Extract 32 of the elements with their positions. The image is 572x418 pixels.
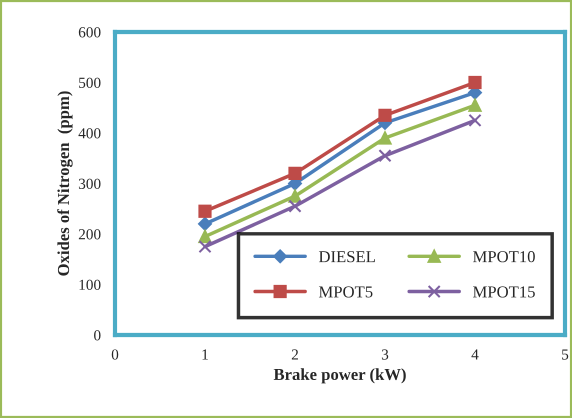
- point: [378, 149, 392, 162]
- point: [288, 200, 302, 213]
- x-tick-label: 1: [202, 349, 208, 360]
- y-axis-title: Oxides of Nitrogen (ppm): [57, 91, 73, 276]
- point: [198, 204, 212, 218]
- point: [198, 230, 212, 244]
- y-tick-label: 300: [78, 178, 101, 189]
- legend-label: DIESEL: [318, 251, 375, 262]
- y-tick-label: 0: [94, 330, 101, 340]
- x-tick-label: 2: [292, 349, 298, 360]
- point: [288, 166, 302, 180]
- legend-label: MPOT15: [473, 286, 535, 298]
- y-tick-label: 500: [79, 78, 101, 88]
- x-tick-label: 0: [112, 349, 118, 360]
- point: [468, 76, 482, 90]
- y-tick-label: 100: [80, 280, 101, 290]
- legend-label: MPOT10: [473, 251, 535, 262]
- x-tick-label: 5: [562, 349, 568, 360]
- point: [468, 114, 482, 127]
- y-tick-label: 600: [78, 27, 101, 38]
- legend-label: MPOT5: [318, 286, 372, 298]
- x-tick-label: 4: [471, 349, 479, 360]
- point: [288, 190, 302, 203]
- x-tick-label: 3: [382, 349, 388, 360]
- point: [198, 216, 212, 231]
- y-tick-label: 200: [78, 229, 101, 240]
- point: [378, 131, 392, 145]
- point: [198, 240, 212, 254]
- x-axis-title: Brake power (kW): [274, 368, 406, 384]
- y-tick-label: 400: [78, 128, 101, 138]
- point: [468, 98, 482, 112]
- point: [378, 108, 392, 122]
